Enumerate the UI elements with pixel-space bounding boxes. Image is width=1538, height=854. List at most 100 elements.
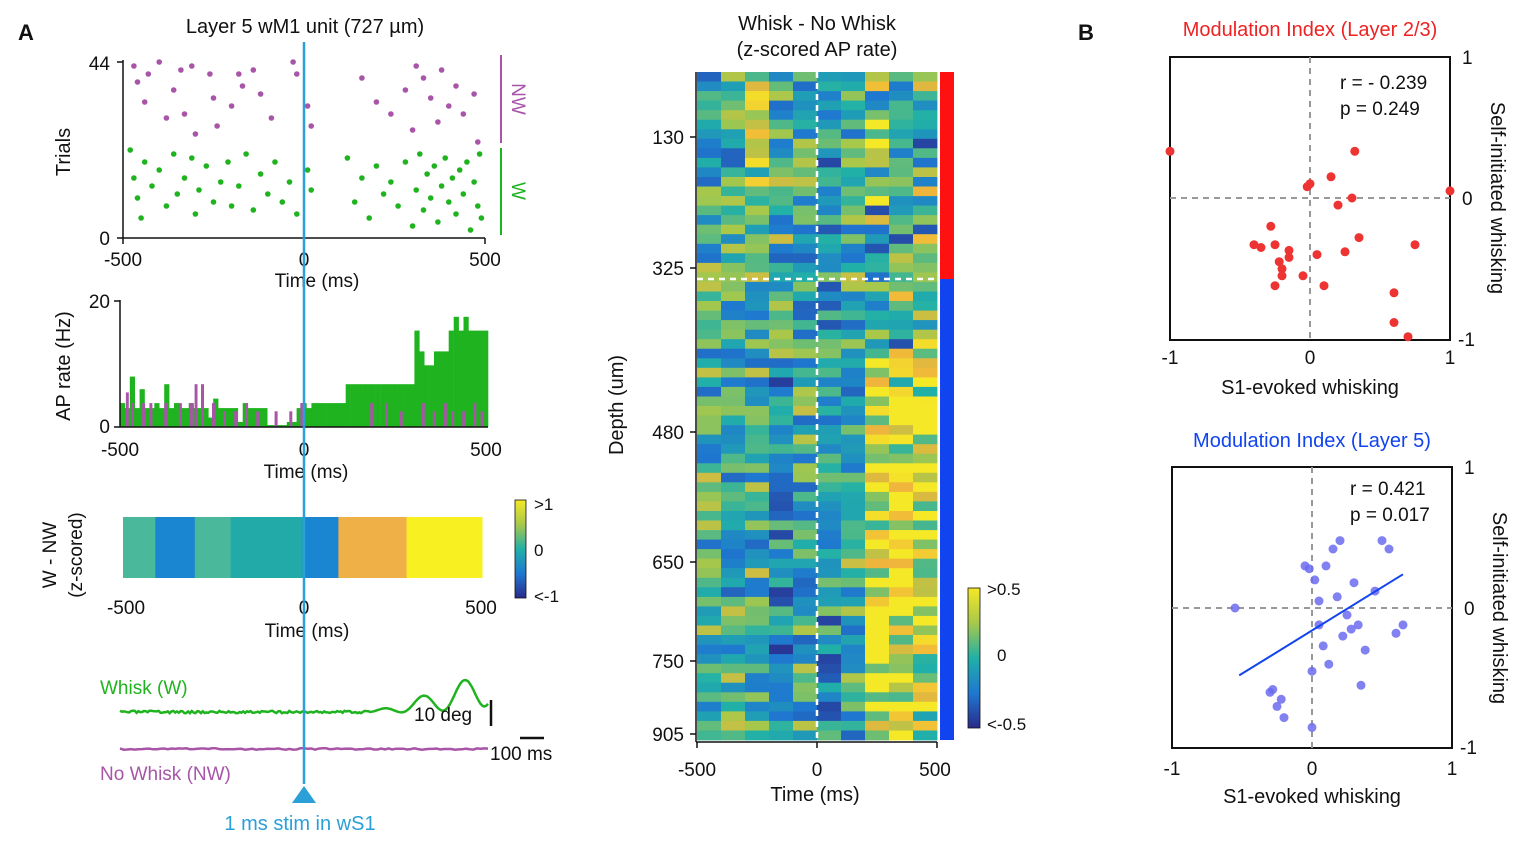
heatmap-cell	[697, 654, 722, 664]
heatmap-cell	[745, 539, 770, 550]
heatmap-cell	[745, 224, 770, 235]
heatmap-cell	[697, 701, 722, 712]
heatmap-cell	[841, 167, 866, 178]
heatmap-cell	[697, 596, 722, 607]
depth-tick-650: 650	[652, 553, 684, 574]
heatmap-cell	[865, 148, 890, 159]
heatmap-cell	[769, 520, 794, 531]
heatmap-cell	[769, 606, 794, 617]
heatmap-cell	[793, 635, 818, 645]
psth-ytick-20: 20	[89, 292, 110, 313]
heatmap-cell	[913, 177, 938, 187]
diff-segment	[194, 517, 232, 578]
heatmap-cell	[697, 281, 722, 292]
heatmap-cell	[889, 215, 914, 225]
heatmap-cell	[793, 281, 818, 292]
heatmap-cell	[721, 177, 746, 187]
heatmap-cell	[769, 701, 794, 712]
heatmap-cell	[793, 720, 818, 731]
heatmap-cell	[697, 606, 722, 617]
heatmap-cell	[889, 81, 914, 92]
heatmap-cell	[769, 196, 794, 206]
heatmap-cell	[769, 615, 794, 626]
heatmap-cell	[865, 272, 890, 283]
heatmap-cell	[841, 310, 866, 321]
raster-spike-dot	[156, 167, 162, 173]
heatmap-cell	[889, 530, 914, 540]
raster-spike-dot	[189, 155, 195, 161]
raster-dots	[127, 59, 485, 233]
heatmap-cell	[697, 91, 722, 101]
heatmap-cell	[793, 129, 818, 140]
heatmap-cell	[745, 549, 770, 559]
heatmap-cell	[913, 654, 938, 664]
heatmap-cell	[769, 224, 794, 235]
scatter23-dot	[1410, 240, 1420, 250]
heatmap-cell	[745, 415, 770, 426]
heatmap-cell	[769, 558, 794, 569]
heatmap-cell	[865, 673, 890, 684]
scale-ms-label: 100 ms	[490, 744, 552, 765]
heatmap-cell	[745, 654, 770, 664]
psth-bar-whisk	[296, 408, 302, 427]
heatmap-cell	[913, 281, 938, 292]
psth-bar-whisk	[247, 408, 253, 427]
psth-bar-nowhisk	[142, 403, 146, 427]
raster-spike-dot	[192, 211, 199, 217]
heatmap-cell	[745, 463, 770, 474]
psth-bar-whisk	[174, 403, 180, 427]
heatmap-cell	[697, 453, 722, 464]
heatmap-cell	[793, 577, 818, 588]
raster-spike-dot	[471, 91, 477, 97]
scatter5-ytick-0: 0	[1464, 599, 1475, 620]
heatmap-cell	[745, 491, 770, 502]
heatmap-cell	[913, 72, 938, 82]
heatmap-cell	[769, 215, 794, 225]
heatmap-cell	[841, 434, 866, 445]
scatter5-dots	[1230, 536, 1408, 732]
heatmap-cell	[721, 262, 746, 273]
heatmap-cell	[889, 301, 914, 311]
heatmap-cell	[889, 425, 914, 435]
heatmap-cell	[817, 348, 842, 359]
heatmap-cell	[817, 539, 842, 550]
psth-bar-whisk	[375, 384, 381, 427]
scatter5-dot	[1279, 713, 1289, 723]
heatmap-cell	[769, 186, 794, 197]
heatmap-cell	[865, 224, 890, 235]
heatmap-cell	[889, 243, 914, 254]
raster-xlabel: Time (ms)	[275, 271, 360, 292]
psth-bar-whisk	[252, 408, 258, 427]
heatmap-cell	[817, 730, 842, 741]
heatmap-xtick-0: 0	[812, 760, 823, 781]
heatmap-cell	[721, 110, 746, 121]
diff-segment	[406, 517, 483, 578]
heatmap-cell	[793, 625, 818, 636]
heatmap-cell	[721, 558, 746, 569]
heatmap-cell	[865, 549, 890, 559]
heatmap-cell	[769, 167, 794, 178]
raster-spike-dot	[413, 187, 420, 193]
heatmap-cell	[697, 157, 722, 168]
psth-bar-whisk	[203, 408, 209, 427]
heatmap-cell	[793, 549, 818, 559]
heatmap-cell	[865, 205, 890, 216]
raster-spike-dot	[257, 171, 264, 177]
heatmap-cell	[697, 673, 722, 684]
scatter5-dot	[1310, 575, 1320, 585]
heatmap-cell	[913, 81, 938, 92]
heatmap-cell	[721, 453, 746, 464]
heatmap-cell	[841, 386, 866, 397]
raster-spike-dot	[250, 207, 257, 213]
heatmap-cell	[793, 587, 818, 598]
raster-spike-dot	[308, 123, 315, 129]
scatter5-dot	[1268, 685, 1278, 694]
raster-spike-dot	[388, 179, 394, 185]
heatmap-cell	[865, 463, 890, 474]
raster-spike-dot	[163, 115, 170, 121]
raster-spike-dot	[460, 111, 467, 117]
heatmap-cell	[745, 91, 770, 101]
raster-spike-dot	[181, 111, 188, 117]
heatmap-cell	[889, 358, 914, 369]
psth-bar-nowhisk	[480, 411, 484, 428]
